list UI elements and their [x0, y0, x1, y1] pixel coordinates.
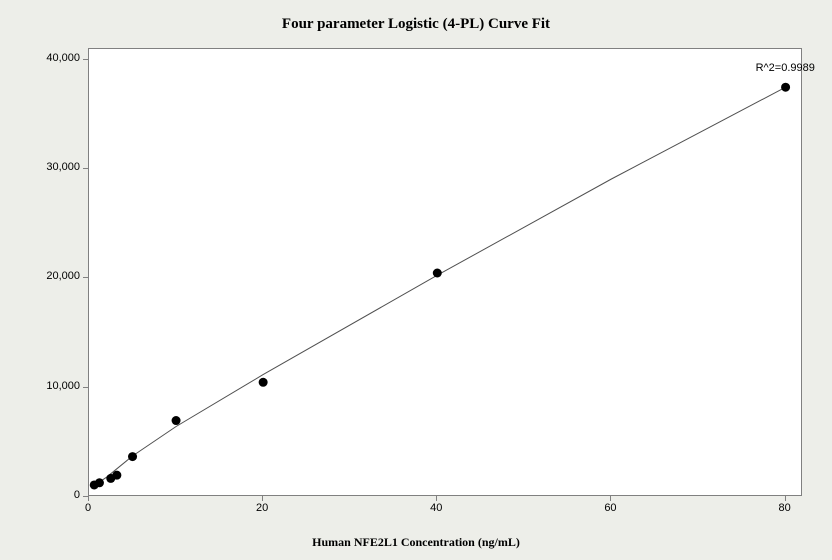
- chart-title: Four parameter Logistic (4-PL) Curve Fit: [0, 16, 832, 33]
- data-point: [106, 474, 115, 483]
- data-point: [112, 471, 121, 480]
- y-tick-mark: [83, 168, 88, 169]
- chart-svg: [89, 49, 803, 497]
- x-tick-mark: [785, 496, 786, 501]
- x-tick-mark: [262, 496, 263, 501]
- data-point: [95, 478, 104, 487]
- plot-area: R^2=0.9989: [88, 48, 802, 496]
- data-point: [781, 83, 790, 92]
- x-tick-mark: [436, 496, 437, 501]
- x-tick-label: 0: [85, 502, 91, 514]
- y-tick-label: 0: [74, 489, 80, 501]
- data-point: [90, 480, 99, 489]
- y-tick-mark: [83, 277, 88, 278]
- y-tick-mark: [83, 387, 88, 388]
- data-point: [128, 452, 137, 461]
- x-tick-mark: [88, 496, 89, 501]
- y-tick-label: 30,000: [46, 161, 80, 173]
- x-tick-label: 60: [604, 502, 616, 514]
- x-axis-label: Human NFE2L1 Concentration (ng/mL): [0, 535, 832, 550]
- x-tick-mark: [610, 496, 611, 501]
- fit-curve: [94, 87, 785, 485]
- y-tick-label: 40,000: [46, 52, 80, 64]
- r-squared-annotation: R^2=0.9989: [756, 62, 815, 74]
- y-tick-label: 10,000: [46, 380, 80, 392]
- chart-container: Four parameter Logistic (4-PL) Curve Fit…: [0, 0, 832, 560]
- y-tick-label: 20,000: [46, 270, 80, 282]
- data-point: [433, 269, 442, 278]
- x-tick-label: 20: [256, 502, 268, 514]
- x-tick-label: 40: [430, 502, 442, 514]
- data-point: [172, 416, 181, 425]
- data-point: [259, 378, 268, 387]
- y-tick-mark: [83, 59, 88, 60]
- x-tick-label: 80: [778, 502, 790, 514]
